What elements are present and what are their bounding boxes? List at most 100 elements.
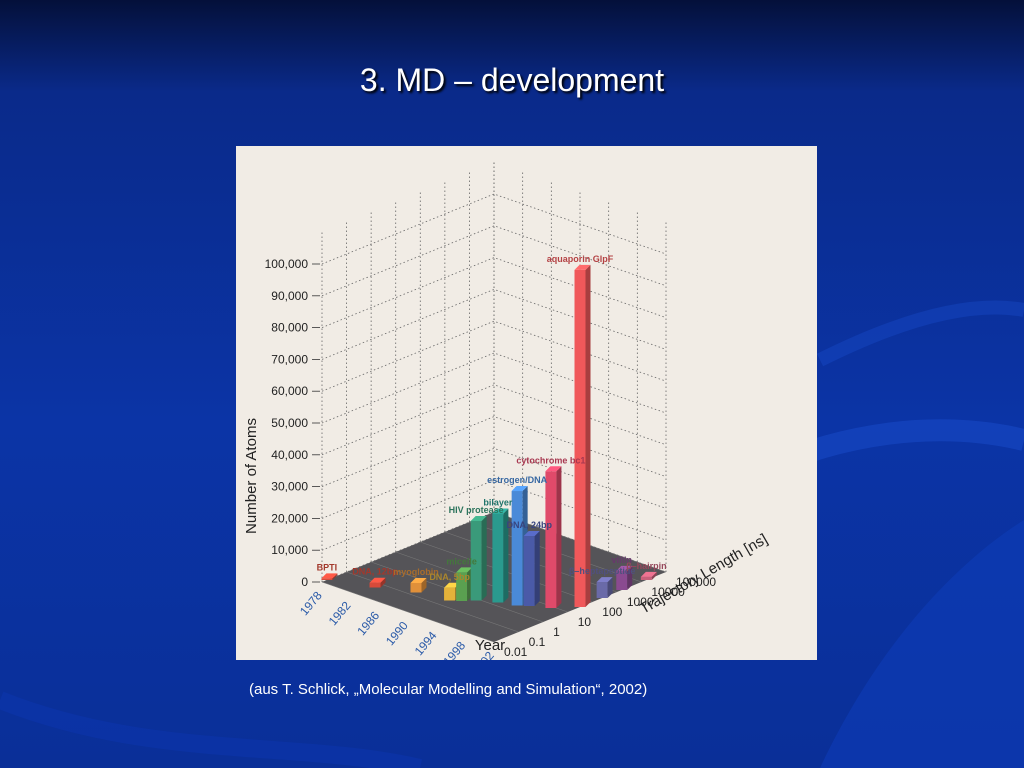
y-tick-label: 20,000 [271,511,308,525]
bar-top [321,573,338,579]
z-tick-label: 1 [553,625,560,639]
bar [410,577,427,593]
bar-front [444,587,456,601]
bar-top [410,577,427,583]
bar-top [616,565,633,571]
y-tick-label: 90,000 [271,289,308,303]
bar-front [470,521,482,601]
x-tick-label: 2002 [469,648,497,660]
y-axis-label: Number of Atoms [243,418,260,534]
bar-front [616,570,628,590]
chart-figure: 0 10,000 20,000 30,000 40,000 50,000 60,000 70,… [236,146,817,660]
y-tick-label: 50,000 [271,416,308,430]
bar [523,531,540,606]
bar-top [492,508,509,514]
bar [640,571,657,580]
y-axis-ticks: 0 10,000 20,000 30,000 40,000 50,000 60,000 70,… [265,257,320,589]
bar-top [640,571,657,577]
z-tick-label: 0.1 [529,635,546,649]
bar [470,516,487,601]
bar-front [523,536,535,606]
floor-gridline [321,581,495,643]
x-tick-label: 1978 [297,588,325,618]
z-tick-label: 10000 [651,585,685,599]
bar-label: DNA, 24bp [506,520,552,530]
y-tick-label: 0 [301,575,308,589]
figure-caption: (aus T. Schlick, „Molecular Modelling an… [249,681,648,698]
z-tick-label: 10 [578,615,592,629]
bar-label: aquaporin GlpF [547,254,614,264]
bar [321,573,338,580]
y-tick-label: 100,000 [265,257,309,271]
x-tick-label: 1990 [383,618,411,648]
bar-label: DNA, 12bp [352,567,398,577]
bar-label: bilayer [483,497,513,507]
bar-side [534,531,540,606]
bar-label: myoglobin [393,567,439,577]
x-tick-label: 1994 [412,628,440,658]
bar-side [380,577,386,588]
bar-front [321,578,333,580]
x-axis-label: Year [475,637,505,654]
bar-top [574,264,591,270]
bar-top [369,577,386,583]
bar-side [481,516,487,601]
bar-label: DNA, 5bp [429,572,470,582]
y-tick-label: 60,000 [271,384,308,398]
bar-front [574,269,586,607]
bar-label: micelle [446,556,477,566]
bar-top [470,516,487,521]
y-tick-label: 80,000 [271,321,308,335]
z-tick-label: 1000 [627,595,654,609]
bar-top [523,531,540,537]
bar-front [369,582,381,588]
wall-gridline [321,193,667,265]
bar-side [421,577,427,593]
bar-top [444,582,461,588]
bar [369,577,386,588]
y-tick-label: 40,000 [271,448,308,462]
z-tick-label: 100 [602,605,622,619]
y-tick-label: 30,000 [271,480,308,494]
bar-label: cytochrome bc1 [516,455,585,465]
bar [574,264,591,607]
bar-side [627,565,633,590]
bar-front [640,576,652,580]
bar-label: estrogen/DNA [487,475,548,485]
bar [596,577,613,598]
bar-side [332,573,338,580]
bar-side [503,508,509,603]
bar-top [545,466,562,472]
bar [545,466,562,608]
z-tick-label: 0.01 [504,645,528,659]
bar-label: villin [612,555,633,565]
bar-front [545,471,557,608]
bar-front [456,572,468,601]
y-tick-label: 10,000 [271,543,308,557]
bar-top [596,577,613,583]
bar-label: BPTI [317,562,338,572]
bar-top [456,567,473,573]
bar-front [511,491,523,606]
bar-side [607,577,613,598]
bar-label: β–heptapeptide [569,566,636,576]
bar-label: HIV protease [449,505,504,515]
bar-front [492,513,504,603]
slide-title: 3. MD – development [359,62,665,98]
bar-side [585,264,591,607]
bar-front [596,582,608,598]
x-tick-label: 1982 [326,598,354,628]
bar-front [410,582,422,593]
chart-bars [321,264,657,608]
z-tick-label: 100000 [676,575,716,589]
x-tick-label: 1986 [354,608,382,638]
bar-top [511,486,528,492]
y-tick-label: 70,000 [271,352,308,366]
bar [616,565,633,590]
bar-label: β–hairpin [626,561,667,571]
chart-3d-bars: 0 10,000 20,000 30,000 40,000 50,000 60,000 70,… [243,162,771,660]
x-tick-label: 1998 [440,638,468,660]
bar [492,508,509,603]
bar-side [556,466,562,608]
